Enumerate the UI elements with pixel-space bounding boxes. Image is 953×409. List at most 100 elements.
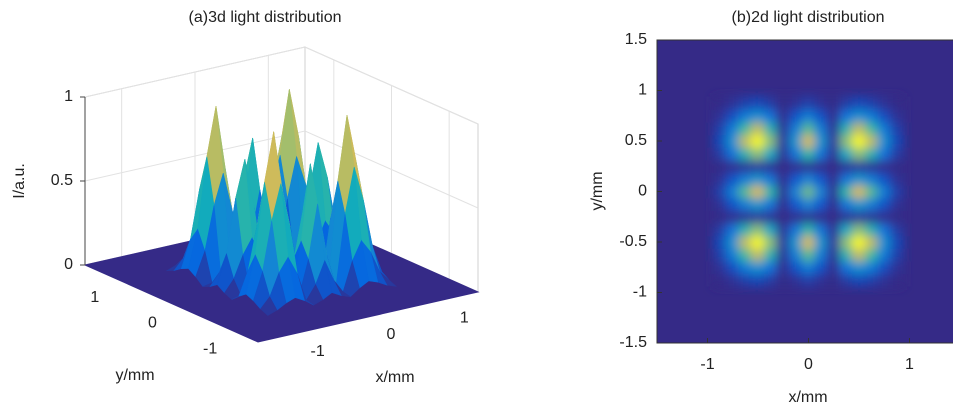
heatmap-cell	[877, 184, 892, 199]
heatmap-cell	[801, 159, 816, 174]
heatmap-cell	[801, 184, 816, 199]
y-tick-label: 0	[148, 315, 157, 332]
heatmap-cell	[877, 96, 892, 110]
heatmap-cell	[852, 197, 866, 211]
heatmap-cell	[789, 184, 803, 199]
heatmap-cell	[776, 108, 791, 123]
heatmap-cell	[864, 197, 879, 211]
heatmap-cell	[789, 121, 803, 136]
heatmap-cell	[738, 209, 753, 224]
heatmap-cell	[725, 108, 740, 123]
heatmap-cell	[826, 96, 841, 110]
heatmap-cell	[814, 134, 828, 148]
heatmap-cell	[826, 146, 841, 161]
z-tick-label: 1	[64, 88, 73, 105]
heatmap-cell	[864, 184, 879, 199]
heatmap-cell	[763, 172, 778, 186]
heatmap-cell	[713, 96, 727, 110]
heatmap-cell	[801, 222, 816, 237]
heatmap-cell	[789, 247, 803, 262]
heatmap-cell	[751, 96, 765, 110]
grid-line	[84, 130, 479, 209]
heatmap-cell	[713, 108, 727, 123]
heatmap-cell	[751, 184, 765, 199]
x-tick-label: -1	[311, 343, 325, 360]
heatmap-cell	[776, 134, 791, 148]
x-tick-label: 1	[460, 310, 469, 327]
heatmap-cell	[839, 96, 854, 110]
y-tick-label: -1	[203, 340, 217, 357]
heatmap-cell	[763, 222, 778, 237]
y-tick-label: 0	[638, 183, 647, 200]
heatmap-cell	[890, 96, 904, 110]
heatmap-cell	[763, 134, 778, 148]
heatmap-cell	[814, 121, 828, 136]
heatmap-cell	[877, 159, 892, 174]
y-axis-label: y/mm	[115, 367, 154, 384]
heatmap-cell	[776, 222, 791, 237]
x-tick-label: 0	[387, 326, 396, 343]
heatmap-cell	[763, 108, 778, 123]
heatmap-cell	[877, 146, 892, 161]
surface-patch	[260, 296, 278, 316]
heatmap-cell	[725, 235, 740, 249]
heatmap-cell	[738, 134, 753, 148]
heatmap-cell	[776, 197, 791, 211]
heatmap-cell	[713, 197, 727, 211]
heatmap-cell	[826, 273, 841, 287]
heatmap-cell	[814, 172, 828, 186]
heatmap-cell	[713, 260, 727, 275]
heatmap-cell	[852, 260, 866, 275]
heatmap-cell	[738, 121, 753, 136]
heatmap-cell	[877, 273, 892, 287]
heatmap-cell	[763, 96, 778, 110]
heatmap-cell	[852, 222, 866, 237]
heatmap-cell	[738, 247, 753, 262]
heatmap-cell	[839, 172, 854, 186]
heatmap-cell	[776, 172, 791, 186]
heatmap-cell	[725, 197, 740, 211]
heatmap-cell	[890, 235, 904, 249]
heatmap-cell	[839, 197, 854, 211]
heatmap-cell	[877, 172, 892, 186]
heatmap-cell	[814, 184, 828, 199]
heatmap-cell	[877, 134, 892, 148]
heatmap-cell	[839, 222, 854, 237]
heatmap-cell	[801, 121, 816, 136]
heatmap-cell	[852, 247, 866, 262]
heatmap-cell	[725, 172, 740, 186]
heatmap-cell	[789, 159, 803, 174]
heatmap-cell	[725, 260, 740, 275]
heatmap-cell	[814, 108, 828, 123]
heatmap-cell	[751, 134, 765, 148]
heatmap-cell	[814, 273, 828, 287]
heatmap-cell	[839, 121, 854, 136]
z-tick-label: 0	[64, 256, 73, 273]
heatmap-cell	[890, 146, 904, 161]
y-tick-label: 0.5	[625, 132, 647, 149]
heatmap-cell	[751, 159, 765, 174]
heatmap-cell	[801, 108, 816, 123]
heatmap-cell	[751, 209, 765, 224]
y-tick-label: -1.5	[619, 334, 647, 351]
heatmap-cell	[789, 134, 803, 148]
heatmap-cell	[713, 209, 727, 224]
heatmap-cell	[801, 273, 816, 287]
heatmap-cell	[852, 184, 866, 199]
z-axis-label: I/a.u.	[11, 163, 28, 199]
heatmap-cell	[864, 121, 879, 136]
heatmap-cell	[713, 121, 727, 136]
heatmap-cell	[725, 159, 740, 174]
heatmap-cell	[801, 235, 816, 249]
heatmap-cell	[789, 222, 803, 237]
heatmap-cell	[738, 260, 753, 275]
heatmap-cell	[826, 159, 841, 174]
heatmap-cell	[776, 96, 791, 110]
heatmap-cell	[864, 260, 879, 275]
heatmap-cell	[890, 108, 904, 123]
heatmap-cell	[751, 260, 765, 275]
heatmap-cell	[776, 273, 791, 287]
heatmap-cell	[738, 96, 753, 110]
heatmap-cell	[713, 273, 727, 287]
heatmap-cell	[890, 209, 904, 224]
